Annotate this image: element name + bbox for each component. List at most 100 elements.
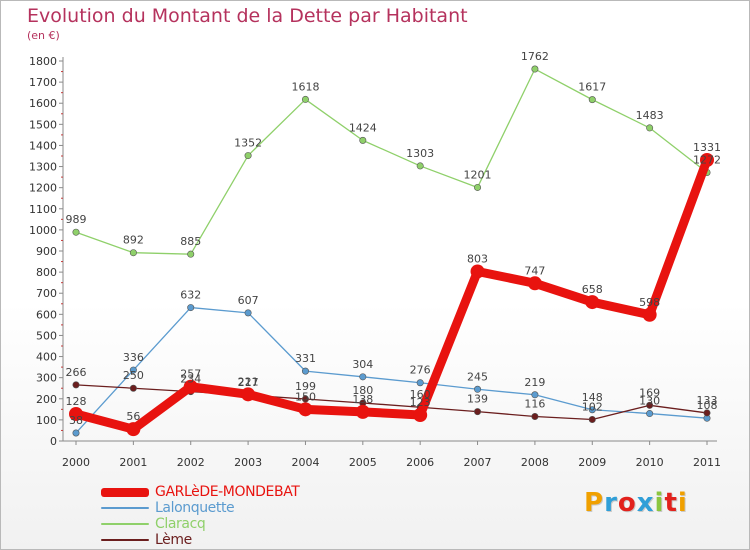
logo-letter: o [617,488,637,518]
data-label-leme: 180 [352,384,373,397]
data-point-garlede-mondebat [585,295,600,310]
data-label-lalonquette: 108 [697,399,718,412]
data-label-lalonquette: 607 [238,294,259,307]
data-point-garlede-mondebat [241,387,256,402]
y-tick-label: 1800 [29,55,57,68]
data-point-garlede-mondebat [183,379,198,394]
data-point-claracq [474,183,482,191]
y-tick-label: 700 [36,287,57,300]
data-label-leme: 199 [295,380,316,393]
data-point-claracq [244,152,252,160]
data-point-leme [129,384,137,392]
data-label-lalonquette: 219 [524,376,545,389]
data-label-leme: 234 [180,373,201,386]
data-label-lalonquette: 304 [352,358,373,371]
data-label-lalonquette: 276 [410,364,431,377]
data-point-lalonquette [244,309,252,317]
data-label-claracq: 1201 [464,168,492,181]
data-label-claracq: 1762 [521,50,549,63]
data-point-garlede-mondebat [700,153,714,168]
legend-label-garlede: GARLèDE-MONDEBAT [155,484,300,500]
legend-label-claracq: Claracq [155,516,206,532]
data-point-claracq [129,249,137,257]
x-tick-label: 2002 [177,456,205,469]
data-label-leme: 102 [582,400,603,413]
data-label-claracq: 885 [180,235,201,248]
data-label-lalonquette: 148 [582,391,603,404]
y-tick-label: 500 [36,329,57,342]
data-point-garlede-mondebat [298,402,313,417]
data-point-leme [588,415,596,423]
y-tick-label: 1400 [29,139,57,152]
series-line-claracq [75,68,708,255]
data-point-lalonquette [129,366,137,374]
data-point-lalonquette [359,373,367,381]
data-label-claracq: 989 [66,213,87,226]
data-label-lalonquette: 331 [295,352,316,365]
legend-item-leme: Lème [101,532,299,548]
data-point-claracq [646,124,654,132]
data-point-leme [531,413,539,421]
data-point-leme [474,408,482,416]
data-label-leme: 250 [123,369,144,382]
x-tick-label: 2009 [578,456,606,469]
data-label-claracq: 1617 [578,81,606,94]
logo-letter: r [604,488,618,518]
data-label-garlede-mondebat: 658 [582,283,603,296]
data-label-lalonquette: 130 [639,395,660,408]
data-point-claracq [359,136,367,144]
chart-title: Evolution du Montant de la Dette par Hab… [27,5,468,27]
data-point-garlede-mondebat [470,264,485,279]
data-label-claracq: 892 [123,234,144,247]
data-point-claracq [187,250,195,258]
logo-letter: x [636,488,655,518]
legend-swatch-garlede [101,487,149,497]
data-point-leme [301,395,309,403]
data-label-garlede-mondebat: 1331 [693,141,721,154]
y-tick-label: 1100 [29,203,57,216]
data-label-garlede-mondebat: 598 [639,296,660,309]
data-point-lalonquette [187,304,195,312]
data-point-leme [646,401,654,409]
data-point-claracq [588,96,596,104]
data-point-claracq [301,95,309,103]
data-point-leme [703,409,711,417]
data-point-lalonquette [416,379,424,387]
chart-subtitle: (en €) [27,29,60,42]
data-point-garlede-mondebat [413,408,428,423]
logo-letter: P [584,488,605,518]
data-label-garlede-mondebat: 150 [295,390,316,403]
y-tick-label: 400 [36,351,57,364]
x-tick-label: 2006 [406,456,434,469]
data-point-lalonquette [531,391,539,399]
y-tick-label: 800 [36,266,57,279]
legend-swatch-lalonquette [101,507,149,509]
x-tick-label: 2003 [234,456,262,469]
y-tick-label: 600 [36,308,57,321]
series-line-garlede-mondebat [71,155,712,434]
x-tick-label: 2008 [521,456,549,469]
data-label-leme: 169 [639,386,660,399]
data-point-lalonquette [474,385,482,393]
y-tick-label: 1000 [29,224,57,237]
y-tick-label: 1200 [29,182,57,195]
proxiti-logo: Proxiti [584,488,688,518]
y-tick-label: 1500 [29,118,57,131]
data-point-claracq [416,162,424,170]
data-point-lalonquette [301,367,309,375]
data-label-garlede-mondebat: 128 [66,395,87,408]
legend-label-lalonquette: Lalonquette [155,500,235,516]
data-label-garlede-mondebat: 747 [524,264,545,277]
data-label-leme: 160 [410,388,431,401]
data-label-claracq: 1618 [291,80,319,93]
data-label-leme: 116 [524,398,545,411]
y-tick-label: 0 [50,435,57,448]
data-label-lalonquette: 632 [180,289,201,302]
y-tick-label: 300 [36,372,57,385]
x-tick-label: 2011 [693,456,721,469]
x-tick-label: 2001 [119,456,147,469]
series-line-lalonquette [75,306,708,434]
data-label-leme: 266 [66,366,87,379]
data-label-claracq: 1272 [693,153,721,166]
